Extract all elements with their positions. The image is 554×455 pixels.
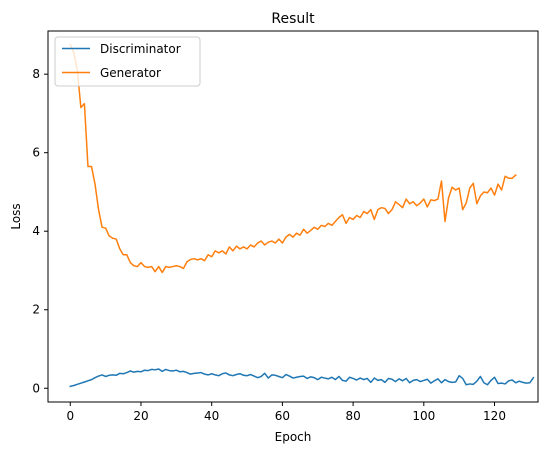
y-axis-label: Loss	[9, 203, 23, 229]
x-tick-label: 0	[66, 409, 74, 423]
y-tick-label: 8	[32, 67, 40, 81]
axes-frame	[47, 30, 539, 403]
legend-label-discriminator: Discriminator	[100, 42, 181, 56]
x-tick-label: 100	[412, 409, 435, 423]
legend-label-generator: Generator	[100, 66, 161, 80]
legend: Discriminator Generator	[54, 36, 201, 87]
plot-area: 0 20 40 60 80 100 120 0 2 4 6 8	[32, 30, 539, 423]
y-tick-label: 4	[32, 224, 40, 238]
chart-title: Result	[271, 11, 315, 27]
x-axis-label: Epoch	[275, 430, 312, 444]
x-tick-label: 60	[275, 409, 290, 423]
series-line-generator	[69, 43, 517, 274]
series-layer	[69, 43, 535, 388]
y-axis-ticks: 0 2 4 6 8	[32, 67, 48, 395]
x-tick-label: 120	[483, 409, 506, 423]
x-tick-label: 40	[204, 409, 219, 423]
series-line-discriminator	[69, 368, 535, 388]
y-tick-label: 0	[32, 381, 40, 395]
legend-box	[54, 36, 201, 87]
x-tick-label: 20	[133, 409, 148, 423]
y-tick-label: 6	[32, 146, 40, 160]
x-axis-ticks: 0 20 40 60 80 100 120	[66, 402, 506, 423]
x-tick-label: 80	[345, 409, 360, 423]
y-tick-label: 2	[32, 303, 40, 317]
